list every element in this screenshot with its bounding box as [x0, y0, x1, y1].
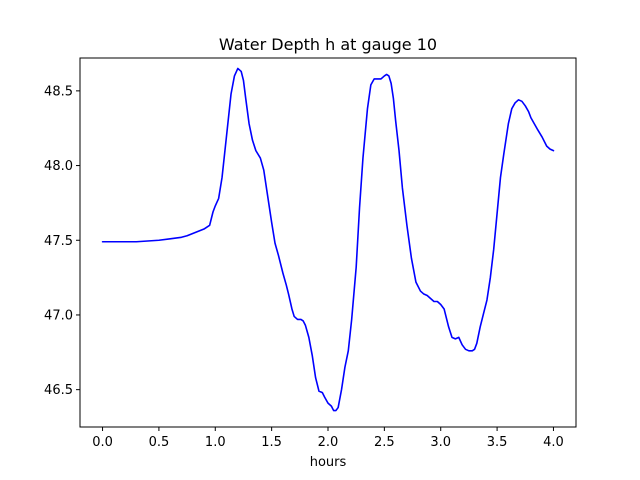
- x-tick-label: 2.0: [318, 435, 339, 450]
- x-tick-label: 3.0: [430, 435, 451, 450]
- x-tick-label: 0.5: [149, 435, 170, 450]
- x-tick-label: 1.5: [261, 435, 282, 450]
- x-tick-label: 1.0: [205, 435, 226, 450]
- y-axis: 46.5 47.0 47.5 48.0 48.5: [44, 84, 80, 398]
- series-layer: [101, 67, 555, 412]
- x-tick-label: 3.5: [487, 435, 508, 450]
- y-tick-label: 47.0: [44, 308, 73, 323]
- y-tick-label: 48.0: [44, 159, 73, 174]
- chart-title: Water Depth h at gauge 10: [219, 35, 437, 54]
- x-tick-label: 0.0: [92, 435, 113, 450]
- plot-area: [79, 57, 577, 428]
- y-tick-label: 46.5: [44, 383, 73, 398]
- x-axis-label: hours: [310, 455, 347, 470]
- x-tick-label: 2.5: [374, 435, 395, 450]
- y-tick-label: 47.5: [44, 234, 73, 249]
- x-tick-label: 4.0: [543, 435, 564, 450]
- x-axis: 0.0 0.5 1.0 1.5 2.0 2.5 3.0 3.5 4.0: [92, 427, 564, 450]
- y-tick-label: 48.5: [44, 84, 73, 99]
- plot-background: [80, 58, 576, 427]
- series-line: [101, 67, 555, 412]
